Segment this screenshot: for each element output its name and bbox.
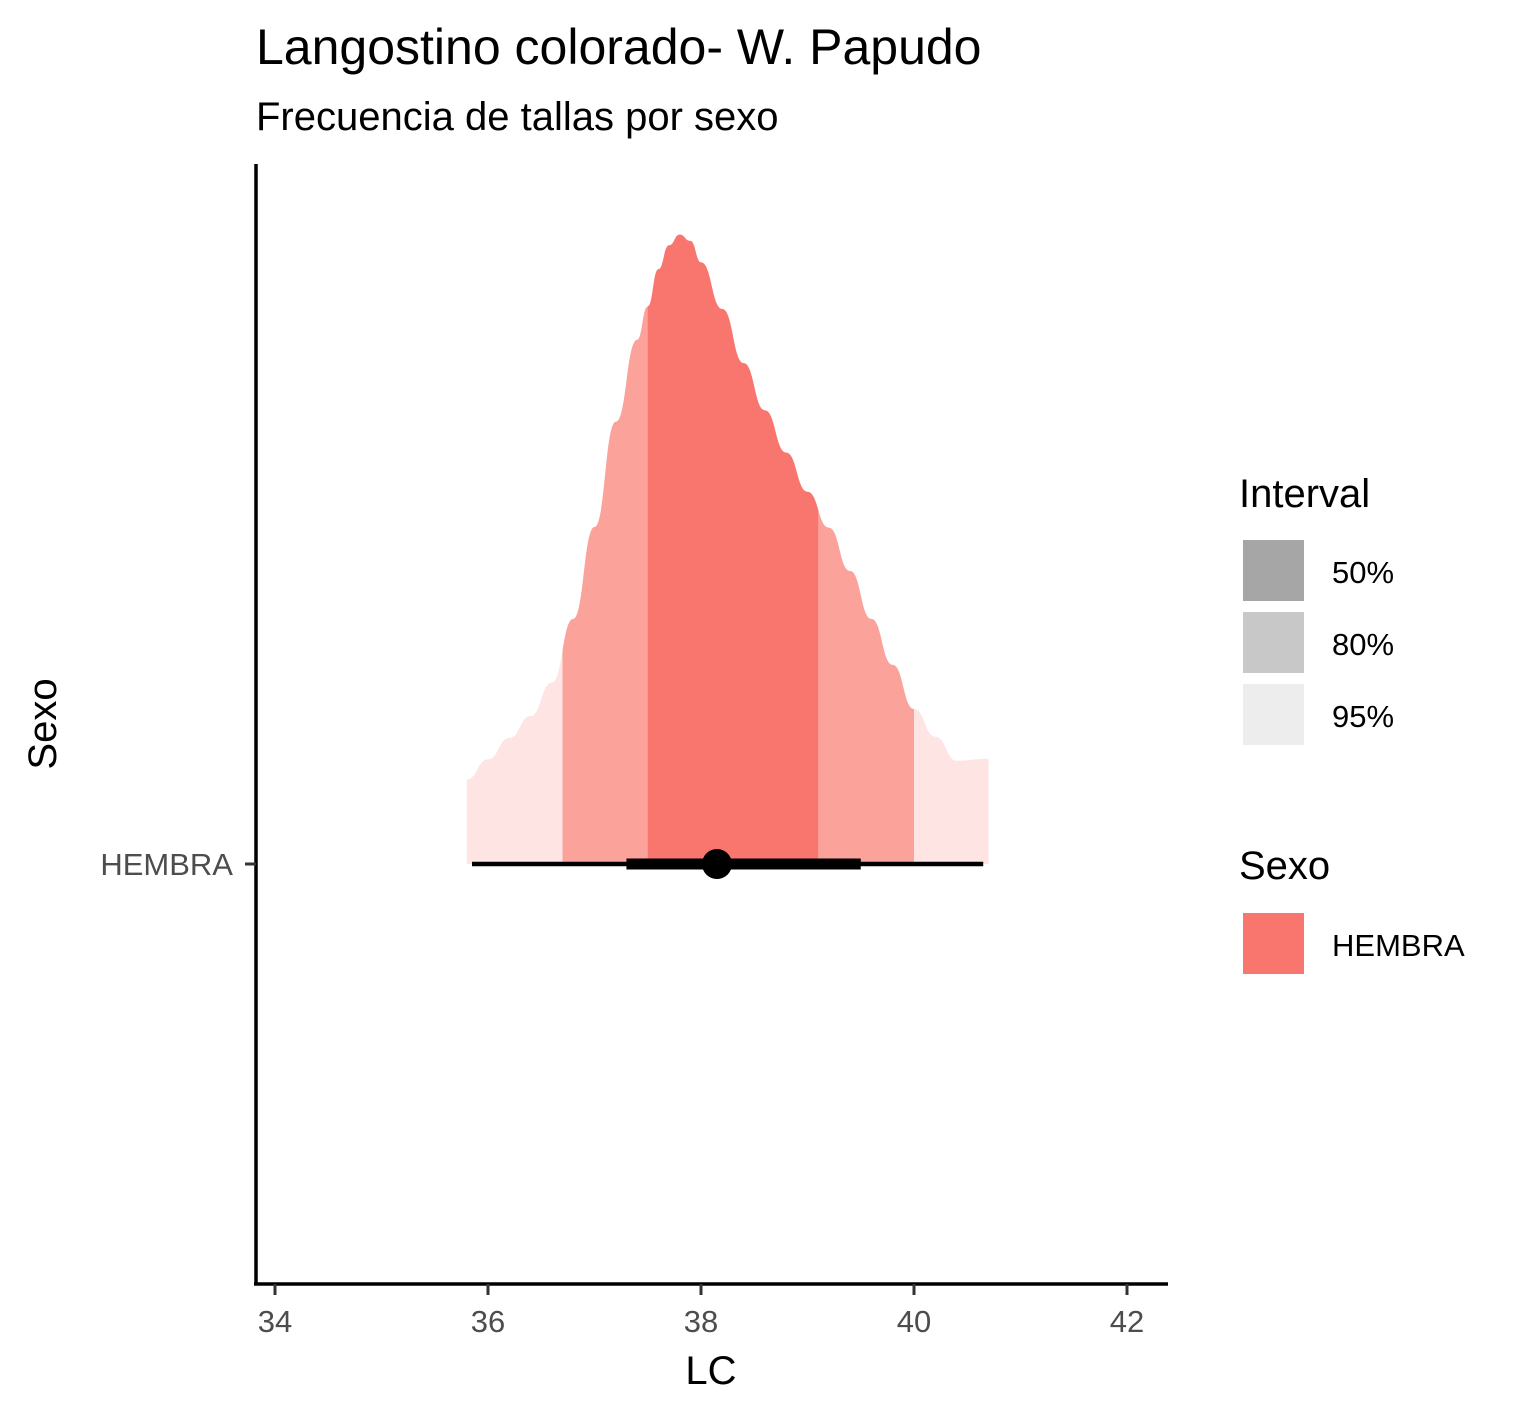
legend-key-50 [1243, 540, 1304, 601]
x-tick-label: 38 [684, 1304, 718, 1339]
legend-key-hembra [1243, 913, 1304, 974]
x-tick-label: 34 [258, 1304, 292, 1339]
legend-label: 95% [1332, 699, 1394, 734]
x-axis-title: LC [685, 1349, 736, 1393]
legend-interval: Interval 50% 80% 95% [1239, 472, 1394, 745]
x-axis-ticks: 34 36 38 40 42 [258, 1284, 1144, 1339]
legend-label: 80% [1332, 627, 1394, 662]
y-axis-title: Sexo [21, 678, 65, 769]
x-tick-label: 42 [1110, 1304, 1144, 1339]
point-interval [472, 849, 984, 879]
chart-title: Langostino colorado- W. Papudo [256, 19, 982, 75]
x-tick-label: 36 [471, 1304, 505, 1339]
legend-sexo-title: Sexo [1239, 844, 1330, 888]
legend-label: 50% [1332, 555, 1394, 590]
legend-key-80 [1243, 612, 1304, 673]
legend-key-95 [1243, 684, 1304, 745]
y-tick-label: HEMBRA [100, 847, 233, 882]
y-axis-ticks: HEMBRA [100, 847, 256, 882]
legend-interval-title: Interval [1239, 472, 1370, 516]
x-tick-label: 40 [897, 1304, 931, 1339]
legend-sexo: Sexo HEMBRA [1239, 844, 1465, 974]
legend-label: HEMBRA [1332, 928, 1465, 963]
density-interval-bands [466, 234, 989, 864]
interval-band-50 [647, 234, 819, 864]
point-estimate [701, 849, 732, 879]
chart-subtitle: Frecuencia de tallas por sexo [256, 95, 779, 139]
